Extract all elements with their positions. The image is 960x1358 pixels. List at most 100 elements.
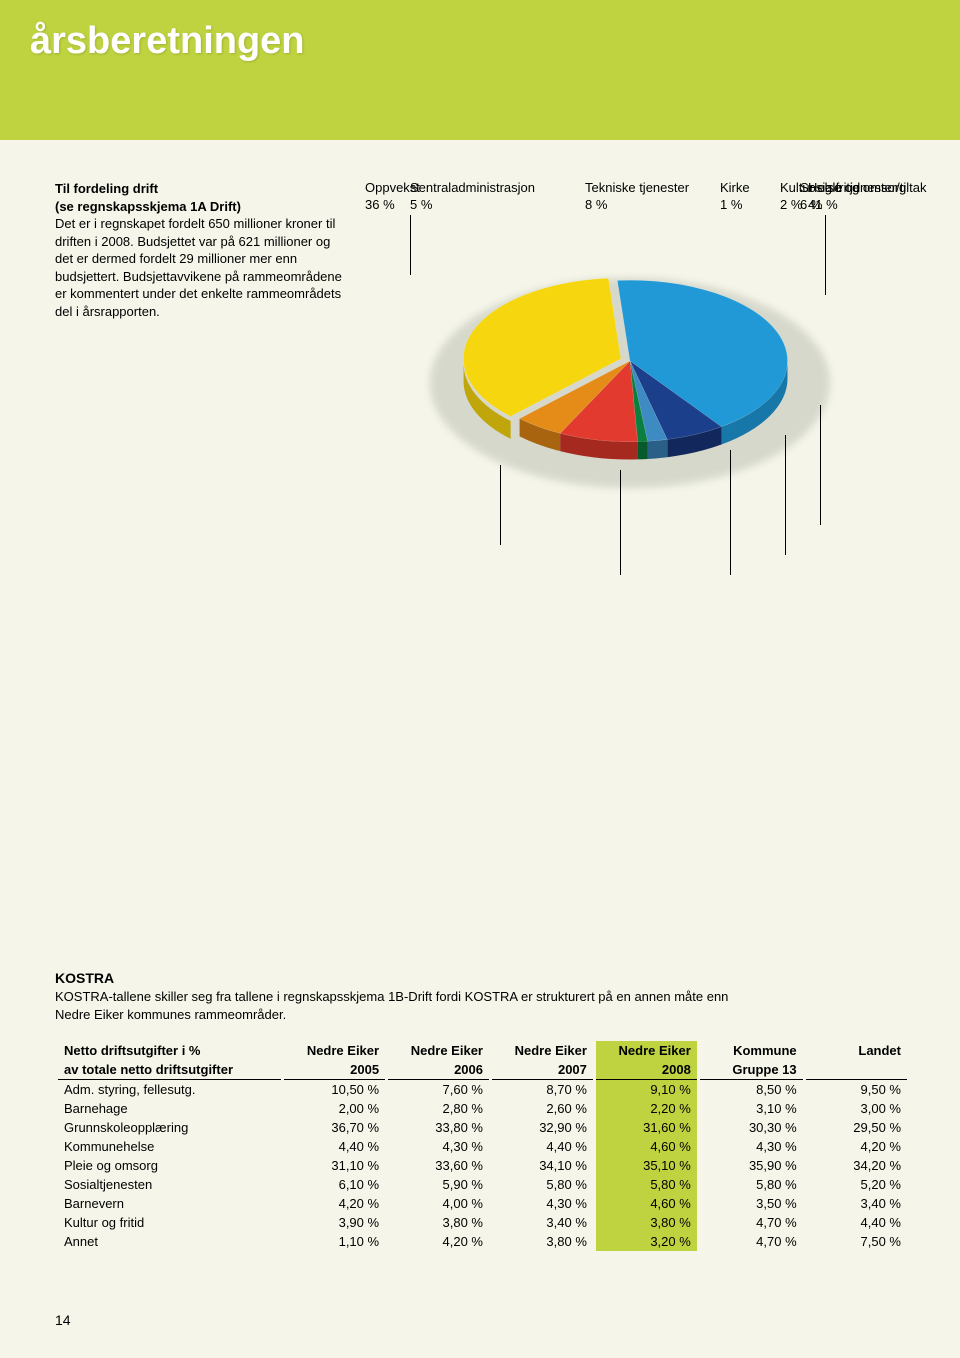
table-cell: 4,30 % <box>388 1137 489 1156</box>
table-cell: 9,50 % <box>806 1079 907 1099</box>
table-cell: 5,80 % <box>700 1175 803 1194</box>
table-cell: 3,80 % <box>388 1213 489 1232</box>
header-band: årsberetningen <box>0 0 960 140</box>
table-subheader: 2005 <box>284 1060 385 1079</box>
table-cell: 4,20 % <box>806 1137 907 1156</box>
intro-title: Til fordeling drift <box>55 180 345 198</box>
table-cell: Kommunehelse <box>58 1137 281 1156</box>
table-cell: 31,60 % <box>596 1118 697 1137</box>
table-cell: 4,70 % <box>700 1232 803 1251</box>
pie-svg <box>430 260 830 470</box>
table-cell: 2,00 % <box>284 1099 385 1118</box>
table-cell: Pleie og omsorg <box>58 1156 281 1175</box>
table-cell: 3,20 % <box>596 1232 697 1251</box>
pie-chart: Oppvekst36 % Helse og omsorg41 % Sentral… <box>370 180 930 700</box>
table-row: Sosialtjenesten6,10 %5,90 %5,80 %5,80 %5… <box>58 1175 907 1194</box>
table-cell: 4,20 % <box>388 1232 489 1251</box>
table-cell: Adm. styring, fellesutg. <box>58 1079 281 1099</box>
page-number: 14 <box>55 1312 71 1328</box>
table-cell: 34,10 % <box>492 1156 593 1175</box>
table-cell: 9,10 % <box>596 1079 697 1099</box>
kostra-title: KOSTRA <box>55 970 910 986</box>
table-cell: 3,00 % <box>806 1099 907 1118</box>
table-header: Landet <box>806 1041 907 1060</box>
table-cell: 3,10 % <box>700 1099 803 1118</box>
table-row: Barnevern4,20 %4,00 %4,30 %4,60 %3,50 %3… <box>58 1194 907 1213</box>
table-cell: 5,90 % <box>388 1175 489 1194</box>
table-cell: 3,80 % <box>596 1213 697 1232</box>
table-cell: 8,50 % <box>700 1079 803 1099</box>
table-cell: 7,60 % <box>388 1079 489 1099</box>
kostra-table: Netto driftsutgifter i %Nedre EikerNedre… <box>55 1041 910 1251</box>
label-sentral: Sentraladministrasjon5 % <box>410 180 535 214</box>
content-area: Til fordeling drift (se regnskapsskjema … <box>0 140 960 320</box>
table-cell: 3,40 % <box>806 1194 907 1213</box>
table-cell: 29,50 % <box>806 1118 907 1137</box>
table-cell: 2,80 % <box>388 1099 489 1118</box>
table-subheader: 2007 <box>492 1060 593 1079</box>
table-row: Kultur og fritid3,90 %3,80 %3,40 %3,80 %… <box>58 1213 907 1232</box>
table-cell: 5,20 % <box>806 1175 907 1194</box>
table-row: Grunnskoleopplæring36,70 %33,80 %32,90 %… <box>58 1118 907 1137</box>
table-cell: Kultur og fritid <box>58 1213 281 1232</box>
table-row: Adm. styring, fellesutg.10,50 %7,60 %8,7… <box>58 1079 907 1099</box>
table-cell: 4,40 % <box>284 1137 385 1156</box>
table-header: Netto driftsutgifter i % <box>58 1041 281 1060</box>
table-header: Kommune <box>700 1041 803 1060</box>
table-cell: 8,70 % <box>492 1079 593 1099</box>
table-cell: 4,40 % <box>806 1213 907 1232</box>
table-subheader: 2008 <box>596 1060 697 1079</box>
table-cell: 6,10 % <box>284 1175 385 1194</box>
table-cell: 35,90 % <box>700 1156 803 1175</box>
label-sosiale: Sosiale tjenester/tiltak6 % <box>800 180 926 214</box>
table-cell: 33,80 % <box>388 1118 489 1137</box>
table-cell: 30,30 % <box>700 1118 803 1137</box>
table-cell: Barnevern <box>58 1194 281 1213</box>
table-cell: 5,80 % <box>492 1175 593 1194</box>
table-cell: Grunnskoleopplæring <box>58 1118 281 1137</box>
table-cell: 35,10 % <box>596 1156 697 1175</box>
table-cell: 4,40 % <box>492 1137 593 1156</box>
table-row: Barnehage2,00 %2,80 %2,60 %2,20 %3,10 %3… <box>58 1099 907 1118</box>
table-cell: 34,20 % <box>806 1156 907 1175</box>
table-cell: 3,40 % <box>492 1213 593 1232</box>
table-cell: 36,70 % <box>284 1118 385 1137</box>
table-cell: 3,50 % <box>700 1194 803 1213</box>
intro-subtitle: (se regnskapsskjema 1A Drift) <box>55 198 345 216</box>
pie-wrap <box>430 260 830 470</box>
leader-line <box>410 215 411 275</box>
table-row: Kommunehelse4,40 %4,30 %4,40 %4,60 %4,30… <box>58 1137 907 1156</box>
table-header: Nedre Eiker <box>284 1041 385 1060</box>
table-subheader: Gruppe 13 <box>700 1060 803 1079</box>
label-kirke: Kirke1 % <box>720 180 750 214</box>
page-title: årsberetningen <box>30 20 930 63</box>
table-cell: 2,20 % <box>596 1099 697 1118</box>
table-cell: 4,30 % <box>492 1194 593 1213</box>
table-cell: 5,80 % <box>596 1175 697 1194</box>
table-cell: 10,50 % <box>284 1079 385 1099</box>
table-header: Nedre Eiker <box>596 1041 697 1060</box>
table-cell: 7,50 % <box>806 1232 907 1251</box>
table-cell: Annet <box>58 1232 281 1251</box>
kostra-text: KOSTRA-tallene skiller seg fra tallene i… <box>55 988 755 1023</box>
label-tekniske: Tekniske tjenester8 % <box>585 180 689 214</box>
table-header: Nedre Eiker <box>492 1041 593 1060</box>
table-cell: 33,60 % <box>388 1156 489 1175</box>
table-cell: 31,10 % <box>284 1156 385 1175</box>
table-cell: 3,80 % <box>492 1232 593 1251</box>
table-cell: 2,60 % <box>492 1099 593 1118</box>
table-cell: 4,70 % <box>700 1213 803 1232</box>
table-cell: 4,60 % <box>596 1194 697 1213</box>
leader-line <box>500 465 501 545</box>
table-cell: 1,10 % <box>284 1232 385 1251</box>
table-cell: Sosialtjenesten <box>58 1175 281 1194</box>
table-subheader <box>806 1060 907 1079</box>
kostra-section: KOSTRA KOSTRA-tallene skiller seg fra ta… <box>55 970 910 1251</box>
table-subheader: 2006 <box>388 1060 489 1079</box>
intro-text: Det er i regnskapet fordelt 650 millione… <box>55 215 345 320</box>
table-cell: 3,90 % <box>284 1213 385 1232</box>
table-cell: Barnehage <box>58 1099 281 1118</box>
table-row: Pleie og omsorg31,10 %33,60 %34,10 %35,1… <box>58 1156 907 1175</box>
table-cell: 4,00 % <box>388 1194 489 1213</box>
table-cell: 4,30 % <box>700 1137 803 1156</box>
